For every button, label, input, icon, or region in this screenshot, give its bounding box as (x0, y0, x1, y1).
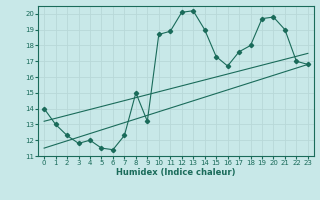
X-axis label: Humidex (Indice chaleur): Humidex (Indice chaleur) (116, 168, 236, 177)
